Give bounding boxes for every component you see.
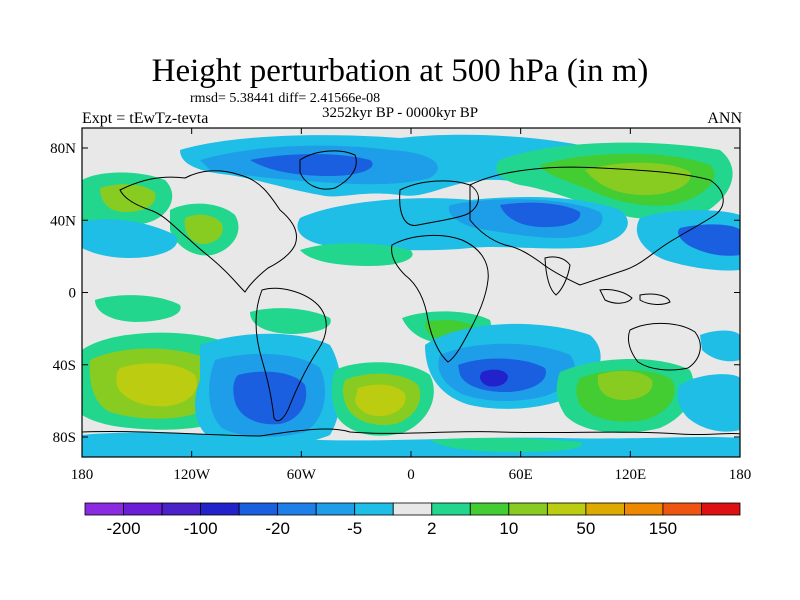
colorbar-swatch	[662, 502, 702, 516]
plot-title: Height perturbation at 500 hPa (in m)	[151, 53, 649, 89]
contour-alaska-inner	[100, 184, 156, 212]
lon-tick-label: 180	[71, 467, 94, 483]
colorbar-swatch	[161, 502, 201, 516]
contour-trop-5	[95, 295, 181, 322]
coast-maritime	[599, 289, 671, 305]
colorbar-label: 10	[499, 519, 518, 538]
colorbar-label: -100	[184, 519, 218, 538]
contour-samer-inner	[233, 371, 307, 425]
lon-tick-label: 180	[729, 467, 752, 483]
contour-namer-inner	[184, 214, 223, 244]
contour-aus-inner	[597, 370, 653, 400]
colorbar-swatch	[84, 502, 124, 516]
colorbar-label: -200	[107, 519, 141, 538]
season-label: ANN	[707, 110, 742, 127]
contour-satl-inner	[355, 384, 406, 417]
colorbar-swatch	[123, 502, 163, 516]
colorbar-swatch	[431, 502, 471, 516]
contour-indian-core	[480, 369, 508, 387]
lon-tick-label: 120W	[173, 467, 211, 483]
colorbar-swatch	[200, 502, 240, 516]
lat-tick-label: 40S	[53, 358, 76, 374]
coast-australia	[627, 322, 701, 371]
contour-trop-4	[250, 308, 331, 334]
contour-asia-inner	[585, 162, 691, 195]
lat-tick-label: 80S	[53, 430, 76, 446]
contour-trop-1	[300, 243, 413, 266]
lat-tick-label: 0	[69, 286, 77, 302]
colorbar-label: 2	[427, 519, 436, 538]
coast-greenland	[299, 150, 357, 190]
coast-south-america	[255, 287, 327, 422]
lat-tick-label: 80N	[50, 141, 76, 157]
lon-tick-label: 120E	[614, 467, 646, 483]
lon-tick-label: 0	[407, 467, 415, 483]
colorbar-swatch	[701, 502, 741, 516]
colorbar-swatch	[546, 502, 587, 516]
colorbar-label: 150	[649, 519, 677, 538]
stats-line: rmsd= 5.38441 diff= 2.41566e-08	[190, 91, 381, 106]
colorbar-swatch	[392, 502, 433, 516]
colorbar-swatch	[315, 502, 356, 516]
colorbar-label: -20	[265, 519, 290, 538]
coast-india	[544, 256, 571, 296]
coastlines	[82, 150, 740, 437]
period-label: 3252kyr BP - 0000kyr BP	[322, 105, 479, 121]
colorbar-swatch	[624, 502, 664, 516]
contour-field	[82, 134, 740, 457]
contour-natl-inner	[500, 202, 581, 228]
coast-north-america	[119, 170, 297, 293]
contour-sepac-inner	[116, 363, 197, 407]
lat-tick-label: 40N	[50, 213, 76, 229]
colorbar-swatch	[508, 502, 548, 516]
colorbar-swatch	[354, 502, 394, 516]
colorbar-swatch	[277, 502, 317, 516]
latitude-axis: 80N 40N 0 40S 80S	[50, 141, 740, 446]
contour-antarctic-green	[430, 437, 582, 452]
colorbar-swatch	[585, 502, 625, 516]
colorbar: -200 -100 -20 -5 2 10 50 150	[84, 502, 741, 538]
colorbar-swatch	[469, 502, 510, 516]
coast-europe	[399, 180, 479, 226]
contour-npac-inner	[678, 224, 740, 256]
contour-antarctic	[82, 432, 740, 457]
lon-tick-label: 60W	[287, 467, 317, 483]
coast-asia	[469, 166, 724, 286]
contour-swpac	[677, 374, 740, 432]
experiment-label: Expt = tEwTz-tevta	[82, 110, 209, 127]
lon-tick-label: 60E	[509, 467, 533, 483]
contour-wpac	[82, 219, 178, 258]
longitude-axis: 180 120W 60W 0 60E 120E 180	[71, 128, 752, 483]
colorbar-label: 50	[576, 519, 595, 538]
colorbar-label: -5	[347, 519, 362, 538]
coast-antarctica	[82, 428, 740, 437]
contour-trop-6	[700, 330, 740, 362]
coast-africa	[391, 235, 489, 363]
contour-arctic-inner	[250, 154, 373, 176]
map-plot-area	[82, 128, 740, 457]
colorbar-swatch	[238, 502, 279, 516]
